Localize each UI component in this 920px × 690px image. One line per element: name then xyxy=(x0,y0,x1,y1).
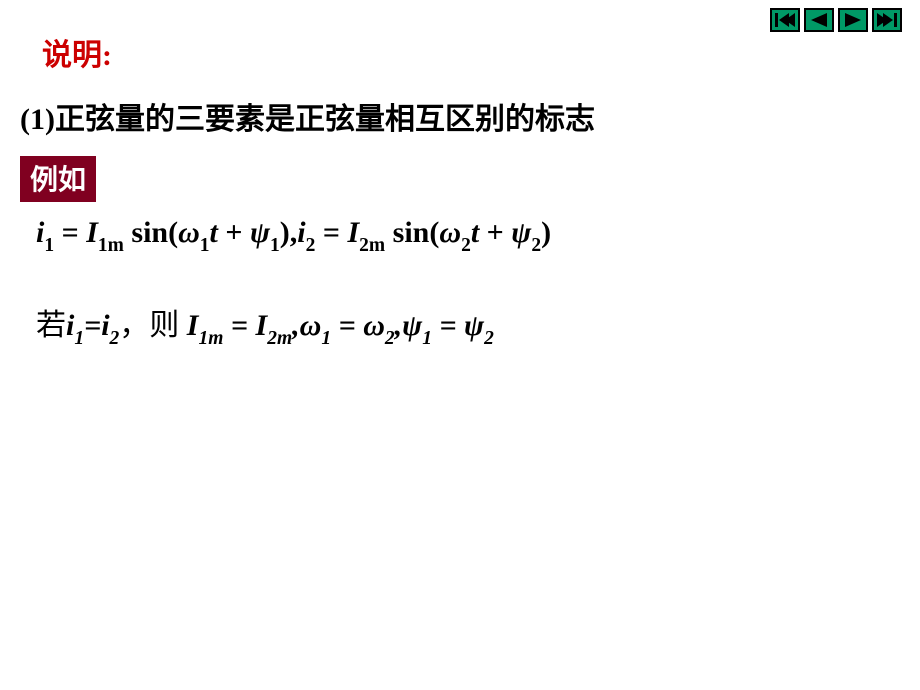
eq2-then: 则 xyxy=(149,309,187,342)
eq2-eq-if: = xyxy=(84,309,101,342)
eq1-psi1-sub: 1 xyxy=(270,235,280,256)
eq1-omega2: ω xyxy=(439,216,461,249)
point-1-number: (1) xyxy=(20,103,55,136)
eq1-big-i1: I xyxy=(86,216,98,249)
eq2-omega2-sub: 2 xyxy=(385,328,395,349)
nav-prev-icon xyxy=(811,13,827,27)
eq2-i2-sub: 2 xyxy=(110,328,120,349)
nav-next-icon xyxy=(845,13,861,27)
section-heading: 说明: xyxy=(42,30,112,74)
example-label: 例如 xyxy=(20,156,96,202)
eq1-psi2-sub: 2 xyxy=(531,235,541,256)
nav-last-button[interactable] xyxy=(872,8,902,32)
eq2-if: 若 xyxy=(36,309,66,342)
eq2-omega1-sub: 1 xyxy=(321,328,331,349)
point-1: (1)正弦量的三要素是正弦量相互区别的标志 xyxy=(20,94,595,138)
eq2-psi1-sub: 1 xyxy=(422,328,432,349)
eq2-sub1m: 1m xyxy=(198,328,223,349)
eq1-omega1: ω xyxy=(178,216,200,249)
eq1-t1: t xyxy=(210,216,218,249)
eq1-t2: t xyxy=(471,216,479,249)
eq2-i2: i xyxy=(101,309,109,342)
eq2-eq2: = xyxy=(331,309,363,342)
eq2-big-i2: I xyxy=(256,309,268,342)
eq1-psi1: ψ xyxy=(250,216,270,249)
eq1-i2: i xyxy=(297,216,305,249)
eq2-psi2: ψ xyxy=(464,309,484,342)
equation-line-2: 若i1=i2，则 I1m = I2m,ω1 = ω2,ψ1 = ψ2 xyxy=(36,300,494,348)
nav-first-button[interactable] xyxy=(770,8,800,32)
eq1-sin2: sin( xyxy=(385,216,439,249)
eq1-sin1: sin( xyxy=(124,216,178,249)
eq2-sub2m: 2m xyxy=(267,328,292,349)
eq1-eq1: = xyxy=(54,216,86,249)
equation-line-1: i1 = I1m sin(ω1t + ψ1),i2 = I2m sin(ω2t … xyxy=(36,216,551,255)
eq1-omega1-sub: 1 xyxy=(200,235,210,256)
eq2-eq3: = xyxy=(432,309,464,342)
eq2-big-i1: I xyxy=(187,309,199,342)
point-1-text: 正弦量的三要素是正弦量相互区别的标志 xyxy=(55,103,595,136)
eq2-omega2: ω xyxy=(363,309,385,342)
eq1-sub2m: 2m xyxy=(359,235,385,256)
eq2-comma1: , xyxy=(292,309,300,342)
eq2-comma-cn: ， xyxy=(119,309,149,342)
eq2-i1-sub: 1 xyxy=(74,328,84,349)
eq1-close2: ) xyxy=(541,216,551,249)
eq1-sub2: 2 xyxy=(306,235,316,256)
eq1-close1: ) xyxy=(280,216,290,249)
eq1-plus1: + xyxy=(218,216,250,249)
eq1-eq2: = xyxy=(315,216,347,249)
eq1-omega2-sub: 2 xyxy=(461,235,471,256)
eq1-sub1m: 1m xyxy=(98,235,124,256)
nav-first-icon xyxy=(775,13,795,27)
eq2-omega1: ω xyxy=(300,309,322,342)
eq2-psi1: ψ xyxy=(402,309,422,342)
nav-next-button[interactable] xyxy=(838,8,868,32)
eq2-psi2-sub: 2 xyxy=(484,328,494,349)
eq1-psi2: ψ xyxy=(511,216,531,249)
eq1-big-i2: I xyxy=(347,216,359,249)
eq1-sub1: 1 xyxy=(44,235,54,256)
eq1-plus2: + xyxy=(479,216,511,249)
eq2-eq1: = xyxy=(223,309,255,342)
nav-prev-button[interactable] xyxy=(804,8,834,32)
nav-last-icon xyxy=(877,13,897,27)
